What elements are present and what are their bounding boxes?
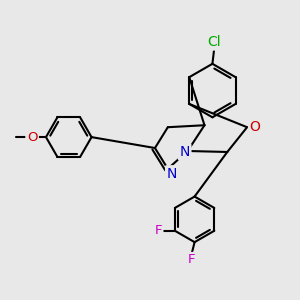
Text: O: O bbox=[250, 120, 260, 134]
Text: Cl: Cl bbox=[208, 35, 221, 49]
Text: F: F bbox=[154, 224, 162, 237]
Text: O: O bbox=[27, 130, 38, 144]
Text: N: N bbox=[167, 167, 177, 181]
Text: F: F bbox=[188, 254, 195, 266]
Text: N: N bbox=[179, 145, 190, 159]
